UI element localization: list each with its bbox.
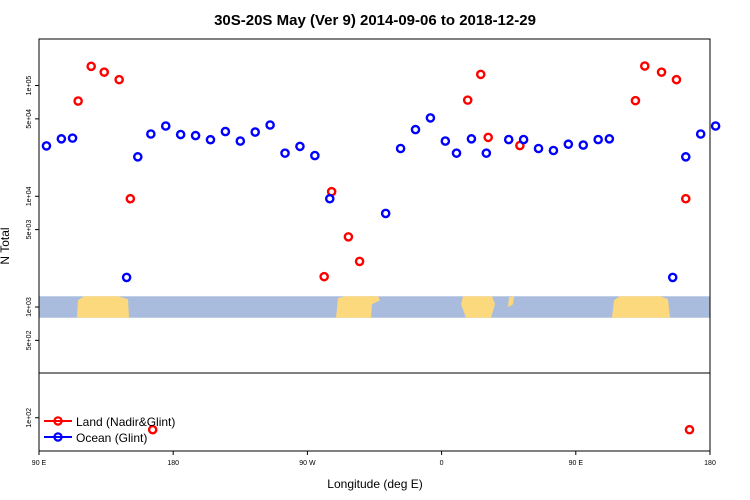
legend: Land (Nadir&Glint) Ocean (Glint) <box>44 415 175 445</box>
ocean-point <box>533 143 544 154</box>
ocean-point <box>466 134 477 144</box>
y-axis-label: N Total <box>0 227 12 264</box>
ocean-point <box>265 120 275 130</box>
y-tick-label: 1e+04 <box>26 186 33 206</box>
ocean-point <box>205 134 216 145</box>
ocean-point <box>518 134 529 145</box>
ocean-point <box>56 134 67 144</box>
ocean-point <box>235 136 246 146</box>
land-point <box>125 193 136 204</box>
x-tick-label: 90 E <box>32 460 47 467</box>
land-point <box>630 95 641 106</box>
land-point <box>656 67 667 77</box>
x-tick-label: 90 E <box>569 460 584 467</box>
land-point <box>684 424 695 435</box>
land-point <box>680 193 691 204</box>
ocean-point <box>593 134 603 145</box>
land-point <box>354 256 365 267</box>
land-point <box>147 424 158 435</box>
ocean-point <box>310 150 320 161</box>
ocean-point <box>132 152 143 162</box>
ocean-point <box>481 148 492 158</box>
ocean-point <box>175 129 186 140</box>
land-point <box>319 271 329 282</box>
ocean-point <box>710 121 721 131</box>
chart-title: 30S-20S May (Ver 9) 2014-09-06 to 2018-1… <box>214 12 536 29</box>
africa-land <box>461 296 495 318</box>
ocean-point <box>395 143 406 154</box>
ocean-point <box>680 152 691 162</box>
legend-marker-land <box>53 416 63 426</box>
ocean-point <box>451 148 462 158</box>
land-point <box>483 132 493 143</box>
ocean-point <box>121 272 132 283</box>
y-axis: 1e+02 5e+02 1e+03 5e+03 1e+04 5e+04 1e+05 <box>26 76 39 428</box>
x-axis-label: Longitude (deg E) <box>327 477 422 491</box>
data-points <box>41 61 721 435</box>
ocean-point <box>324 193 335 204</box>
x-axis: 90 E 180 90 W 0 90 E 180 <box>32 451 716 467</box>
x-tick-label: 180 <box>704 460 716 467</box>
ocean-point <box>146 129 156 139</box>
x-tick-label: 180 <box>167 460 179 467</box>
ocean-point <box>41 141 52 151</box>
ocean-point <box>380 208 391 219</box>
australia-land <box>77 296 129 318</box>
y-tick-label: 1e+03 <box>26 297 33 317</box>
legend-label-ocean: Ocean (Glint) <box>76 431 147 445</box>
land-point <box>114 74 124 85</box>
plot-frame <box>38 38 711 452</box>
y-tick-label: 5e+04 <box>26 109 33 129</box>
ocean-point <box>67 133 78 143</box>
y-tick-label: 1e+02 <box>26 408 33 428</box>
legend-label-land: Land (Nadir&Glint) <box>76 415 175 429</box>
ocean-point <box>440 136 451 146</box>
x-tick-label: 0 <box>440 460 444 467</box>
land-point <box>73 96 83 106</box>
x-tick-label: 90 W <box>299 460 316 467</box>
ocean-point <box>604 134 615 144</box>
ocean-point <box>160 121 171 131</box>
ocean-band <box>39 296 710 318</box>
land-point <box>462 95 473 105</box>
ocean-point <box>425 113 436 123</box>
ocean-point <box>410 124 421 135</box>
land-mask-band <box>39 296 710 318</box>
ocean-point <box>548 145 559 156</box>
ocean-point <box>280 148 290 158</box>
y-tick-label: 5e+02 <box>26 330 33 350</box>
land-point <box>639 61 650 71</box>
australia-land-repeat <box>612 296 670 318</box>
south-america-land <box>336 296 380 318</box>
madagascar-land <box>508 296 514 308</box>
ocean-point <box>503 134 514 145</box>
land-point <box>343 232 354 242</box>
land-point <box>99 67 110 77</box>
legend-marker-ocean <box>53 432 63 442</box>
land-point <box>86 61 96 72</box>
land-point <box>475 69 486 80</box>
ocean-point <box>578 140 589 150</box>
ocean-point <box>250 127 261 137</box>
land-point <box>671 74 682 85</box>
y-tick-label: 1e+05 <box>26 76 33 96</box>
ocean-point <box>695 129 706 139</box>
ocean-point <box>667 272 678 283</box>
y-tick-label: 5e+03 <box>26 220 33 240</box>
ocean-point <box>190 130 201 141</box>
ocean-point <box>563 139 574 150</box>
ocean-point <box>220 126 231 137</box>
ocean-point <box>295 141 305 152</box>
